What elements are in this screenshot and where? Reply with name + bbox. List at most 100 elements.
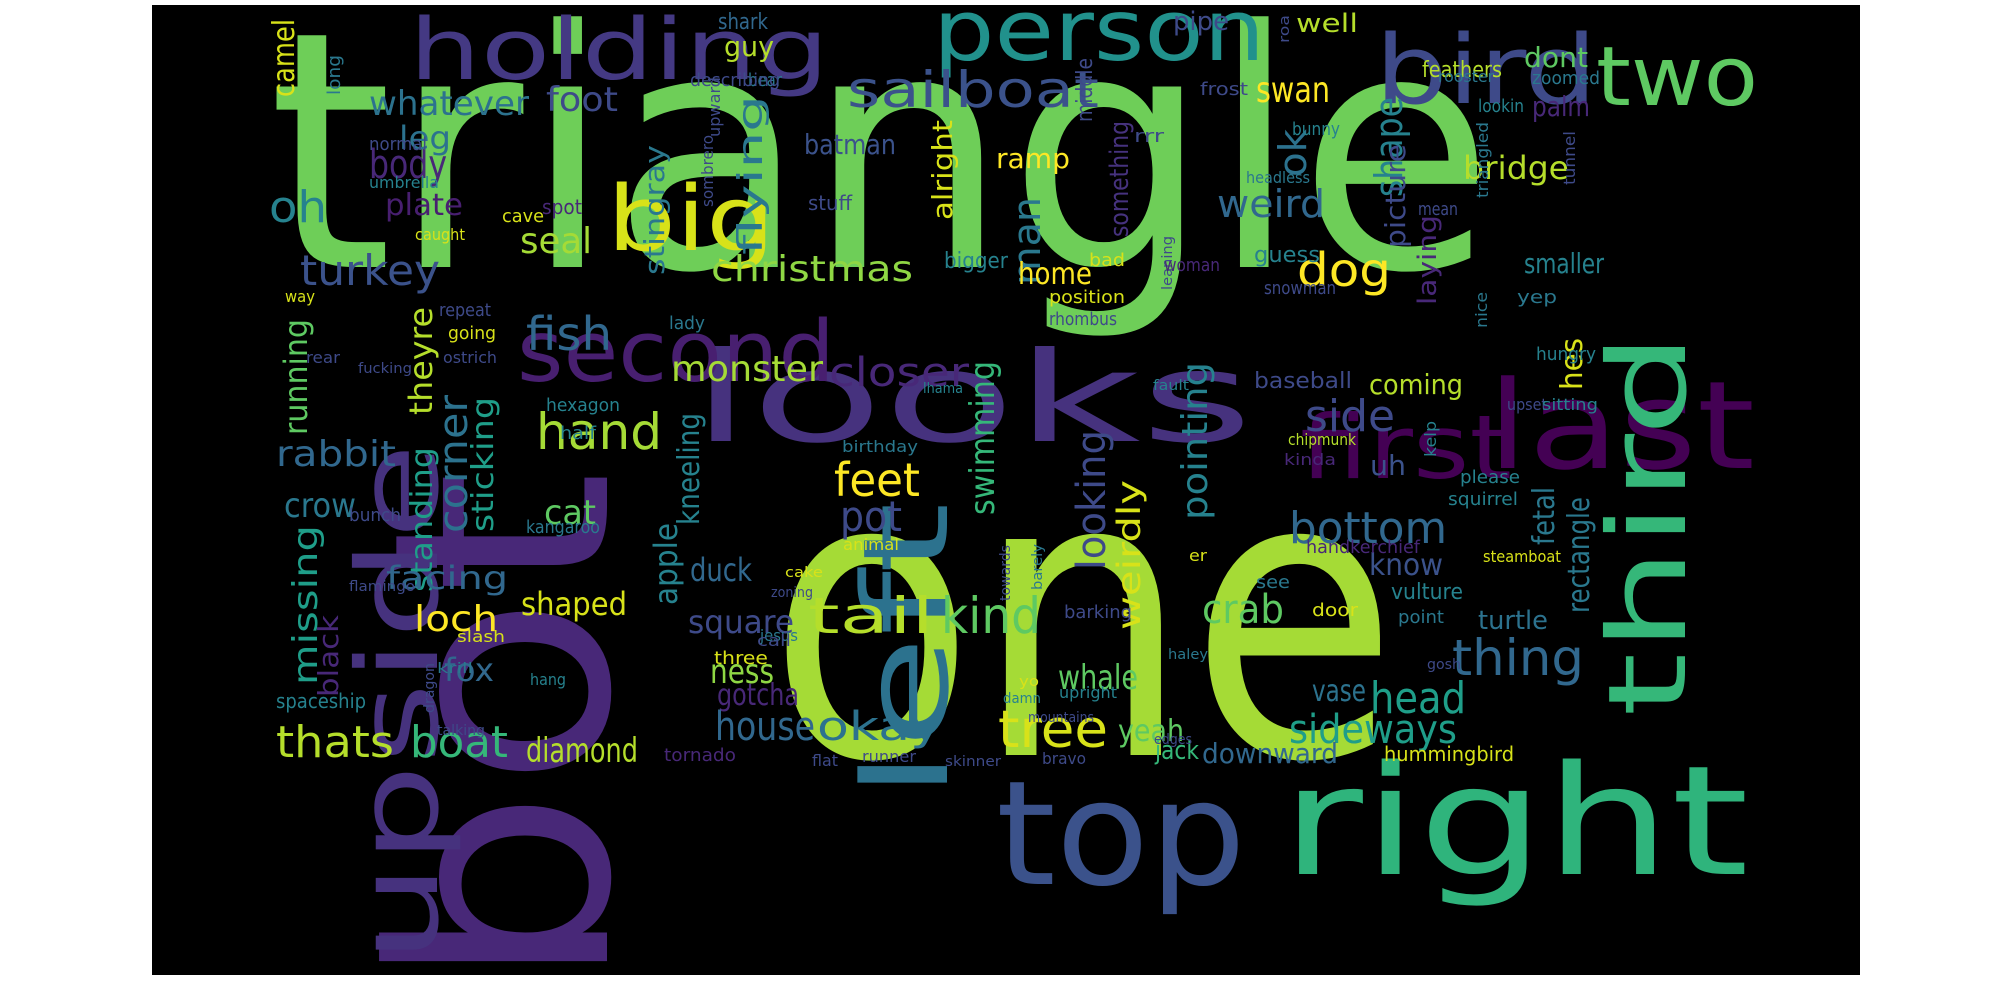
word: theyre <box>402 307 440 415</box>
word: sticking <box>466 397 501 532</box>
word: second <box>517 303 835 402</box>
word: bunny <box>1292 119 1340 140</box>
word: barely <box>1030 544 1046 590</box>
word: kinda <box>1284 450 1336 469</box>
word: alright <box>926 120 959 220</box>
word: okay <box>817 704 941 750</box>
word: pipe <box>1173 7 1229 37</box>
word: barking <box>1064 602 1132 623</box>
word: going <box>448 323 496 344</box>
word: repeat <box>439 300 491 321</box>
word: loch <box>414 599 498 640</box>
word: downward <box>1202 737 1338 770</box>
word: point <box>1398 607 1444 628</box>
word: dragon <box>422 663 438 713</box>
word: seal <box>520 221 592 262</box>
word: sombrero <box>698 135 717 207</box>
word: picture <box>1379 144 1412 248</box>
word: rabbit <box>276 434 396 475</box>
word: something <box>1105 121 1135 237</box>
word: vulture <box>1391 580 1463 605</box>
word: crab <box>1202 587 1284 633</box>
word: leg <box>399 119 451 157</box>
word: turkey <box>300 246 440 295</box>
word: running <box>277 319 315 435</box>
word: christmas <box>711 249 913 290</box>
word: bottom <box>1289 503 1447 554</box>
word: square <box>688 603 794 641</box>
word: kind <box>941 587 1041 645</box>
word: standing <box>405 447 440 592</box>
word: flamingo <box>349 579 415 595</box>
word: upward <box>705 77 724 137</box>
word: ramp <box>996 142 1070 175</box>
word: mean <box>1418 199 1458 220</box>
word: er <box>1189 546 1207 565</box>
word: well <box>1296 9 1358 39</box>
word: gosh <box>1427 657 1461 673</box>
word: coming <box>1369 368 1463 401</box>
word: sitting <box>1542 395 1598 414</box>
word: foot <box>546 80 618 120</box>
word: leaning <box>1160 236 1176 290</box>
word: edges <box>1154 732 1192 748</box>
word: looks <box>691 326 1253 471</box>
word: bigger <box>944 249 1009 274</box>
word: door <box>1312 600 1359 621</box>
word: guess <box>1254 243 1320 268</box>
word: shaped <box>521 585 627 623</box>
word: kneeling <box>672 413 707 525</box>
word: woman <box>1164 255 1220 276</box>
word: jesus <box>759 626 798 645</box>
word: home <box>1018 257 1092 292</box>
word: kangaroo <box>526 517 600 538</box>
word: bunch <box>349 505 401 526</box>
word: triangle <box>268 5 1494 345</box>
word: fucking <box>358 361 412 377</box>
word: kelp <box>1421 421 1440 457</box>
word: yep <box>1517 287 1557 308</box>
word: right <box>1281 733 1749 910</box>
word: thats <box>276 717 394 768</box>
word: cat <box>544 493 596 533</box>
word: skinner <box>945 754 1001 770</box>
word: hang <box>530 670 566 689</box>
word: flying <box>731 95 771 255</box>
word: smaller <box>1524 247 1604 280</box>
word: thing <box>1452 629 1584 687</box>
word: rhombus <box>1049 309 1117 330</box>
word: headless <box>1246 168 1310 187</box>
word: weirdly <box>1110 480 1148 630</box>
word: tail <box>808 587 934 645</box>
word: person <box>933 5 1265 81</box>
word: yo <box>1019 674 1039 690</box>
word: caught <box>415 225 465 244</box>
word: head <box>1370 673 1466 724</box>
word: rear <box>306 348 340 367</box>
word: bot <box>329 470 678 975</box>
word: mountains <box>1028 710 1094 726</box>
word: boat <box>410 717 508 768</box>
word: closer <box>829 350 970 396</box>
word: shape <box>1367 97 1411 197</box>
word: animal <box>843 535 899 554</box>
word: corner <box>431 394 477 533</box>
word: rectangle <box>1562 497 1597 613</box>
word: bear <box>748 70 782 91</box>
word: lady <box>669 313 705 334</box>
word: tunnel <box>1560 131 1579 185</box>
word: pointing <box>1175 362 1216 520</box>
word: shark <box>718 10 768 35</box>
word: guy <box>724 30 774 63</box>
word: chipmunk <box>1288 430 1357 449</box>
word: body <box>369 142 447 188</box>
word: duck <box>690 551 752 589</box>
word: way <box>285 287 315 306</box>
word: swimming <box>963 361 1003 515</box>
word: rrr <box>1134 126 1165 147</box>
word: one <box>768 389 1398 849</box>
word: oh <box>269 182 327 233</box>
word: spot <box>542 195 582 219</box>
word: cake <box>785 565 823 581</box>
word: tornado <box>664 745 736 766</box>
